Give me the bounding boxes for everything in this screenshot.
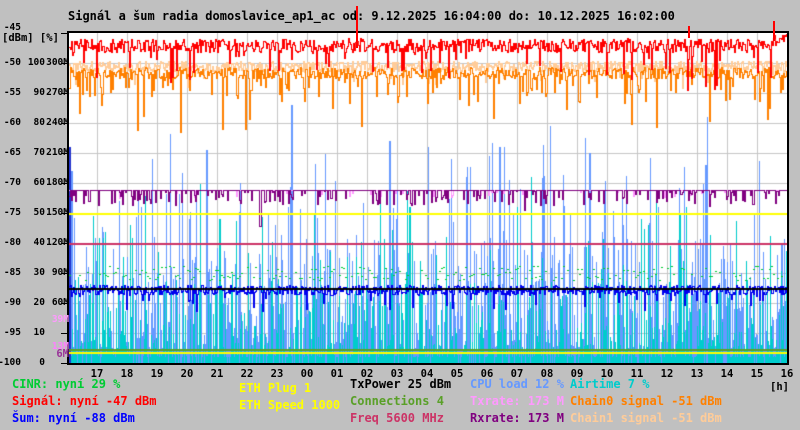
y-axis-tick xyxy=(61,153,67,154)
x-axis-tick-label: 13 xyxy=(690,368,704,380)
y-axis-dbm-label: -45 xyxy=(3,22,21,33)
legend-freq: Freq 5600 MHz xyxy=(350,411,444,425)
x-axis-tick-label: 09 xyxy=(570,368,584,380)
y-axis-tick xyxy=(61,123,67,124)
y-axis-tick xyxy=(61,213,67,214)
y-axis-dbm-label: -85 xyxy=(3,267,21,278)
y-axis-percent-label: 0 xyxy=(39,357,45,368)
x-axis-tick-label: 21 xyxy=(210,368,224,380)
x-axis-tick-label: 08 xyxy=(540,368,554,380)
x-axis-tick-label: 01 xyxy=(330,368,344,380)
x-axis-tick-label: 14 xyxy=(720,368,734,380)
legend-eth-plug: ETH Plug 1 xyxy=(239,381,312,395)
x-axis-tick-label: 19 xyxy=(150,368,164,380)
signal-overshoot-spike xyxy=(773,21,775,41)
y-axis-percent-label: 60 xyxy=(33,177,45,188)
y-axis-tick xyxy=(61,183,67,184)
x-axis-tick-label: 04 xyxy=(420,368,434,380)
graph-title: Signál a šum radia domoslavice_ap1_ac od… xyxy=(68,9,675,23)
y-axis-mbit-label: 180M xyxy=(46,177,69,188)
legend-connections: Connections 4 xyxy=(350,394,444,408)
y-axis-percent-label: 70 xyxy=(33,147,45,158)
legend-chain0-signal: Chain0 signal -51 dBm xyxy=(570,394,722,408)
y-axis-tick xyxy=(61,243,67,244)
y-axis-percent-label: 100 xyxy=(27,57,45,68)
x-axis-tick-label: 02 xyxy=(360,368,374,380)
legend-txpower: TxPower 25 dBm xyxy=(350,377,452,391)
signal-overshoot-spike xyxy=(356,6,358,48)
y-axis-dbm-label: -100 xyxy=(0,357,21,368)
y-axis-mbit-label: 270M xyxy=(46,87,69,98)
y-axis-percent-label: 80 xyxy=(33,117,45,128)
x-axis-tick-label: 23 xyxy=(270,368,284,380)
y-axis-tick xyxy=(61,33,67,34)
x-axis-tick-label: 10 xyxy=(600,368,614,380)
y-axis-dbm-label: -60 xyxy=(3,117,21,128)
legend-airtime: Airtime 7 % xyxy=(570,377,650,391)
y-axis-dbm-label: -55 xyxy=(3,87,21,98)
y-axis-dbm-label: -80 xyxy=(3,237,21,248)
y-axis-mbit-label: 120M xyxy=(46,237,69,248)
x-axis-tick-label: 07 xyxy=(510,368,524,380)
y-axis-dbm-label: -90 xyxy=(3,297,21,308)
y-axis-dbm-label: -70 xyxy=(3,177,21,188)
y-axis-mbit-label: 90M xyxy=(45,268,69,278)
x-axis-tick-label: 11 xyxy=(630,368,644,380)
x-axis-tick-label: 05 xyxy=(450,368,464,380)
y-axis-percent-label: 40 xyxy=(33,237,45,248)
y-axis-tick xyxy=(61,303,67,304)
x-axis-tick-label: 22 xyxy=(240,368,254,380)
y-axis-mbit-label: 300M xyxy=(46,57,69,68)
y-axis-percent-label: 10 xyxy=(33,327,45,338)
rate-axis-label: 6M xyxy=(56,348,69,360)
y-axis-percent-label: 20 xyxy=(33,297,45,308)
signal-noise-plot xyxy=(69,33,787,363)
x-axis-tick-label: 20 xyxy=(180,368,194,380)
x-axis-tick-label: 12 xyxy=(660,368,674,380)
y-axis-tick xyxy=(61,363,67,364)
y-axis-percent-label: 50 xyxy=(33,207,45,218)
y-axis-mbit-label: 150M xyxy=(46,207,69,218)
y-axis-dbm-label: -95 xyxy=(3,327,21,338)
y-axis-tick xyxy=(61,93,67,94)
y-axis-tick xyxy=(61,333,67,334)
legend-signal: Signál: nyní -47 dBm xyxy=(12,394,157,408)
x-axis-tick-label: 00 xyxy=(300,368,314,380)
y-axis-tick xyxy=(61,273,67,274)
legend-chain1-signal: Chain1 signal -51 dBm xyxy=(570,411,722,425)
legend-cpu-load: CPU load 12 % xyxy=(470,377,564,391)
x-axis-tick-label: 15 xyxy=(750,368,764,380)
legend-sum: Šum: nyní -88 dBm xyxy=(12,411,135,425)
legend-rxrate: Rxrate: 173 M xyxy=(470,411,564,425)
y-axis-unit-label: [dBm] [%] xyxy=(2,32,59,44)
x-axis-tick-label: 18 xyxy=(120,368,134,380)
signal-overshoot-spike xyxy=(688,26,690,38)
y-axis-dbm-label: -50 xyxy=(3,57,21,68)
y-axis-mbit-label: 210M xyxy=(46,147,69,158)
y-axis-dbm-label: -65 xyxy=(3,147,21,158)
y-axis-mbit-label: 60M xyxy=(45,298,69,308)
rate-axis-label: 13M xyxy=(51,341,69,352)
y-axis-tick xyxy=(61,63,67,64)
y-axis-mbit-label: 240M xyxy=(46,117,69,128)
y-axis-dbm-label: -75 xyxy=(3,207,21,218)
legend-cinr: CINR: nyní 29 % xyxy=(12,377,121,391)
legend-eth-speed: ETH Speed 1000 xyxy=(239,398,341,412)
rate-axis-label: 39M xyxy=(51,314,69,325)
legend-txrate: Txrate: 173 M xyxy=(470,394,564,408)
y-axis-percent-label: 30 xyxy=(33,267,45,278)
x-axis-tick-label: 03 xyxy=(390,368,404,380)
x-axis-tick-label: 16 xyxy=(780,368,794,380)
x-axis-unit-label: [h] xyxy=(770,381,789,393)
x-axis-tick-label: 06 xyxy=(480,368,494,380)
y-axis-percent-label: 90 xyxy=(33,87,45,98)
x-axis-tick-label: 17 xyxy=(90,368,104,380)
